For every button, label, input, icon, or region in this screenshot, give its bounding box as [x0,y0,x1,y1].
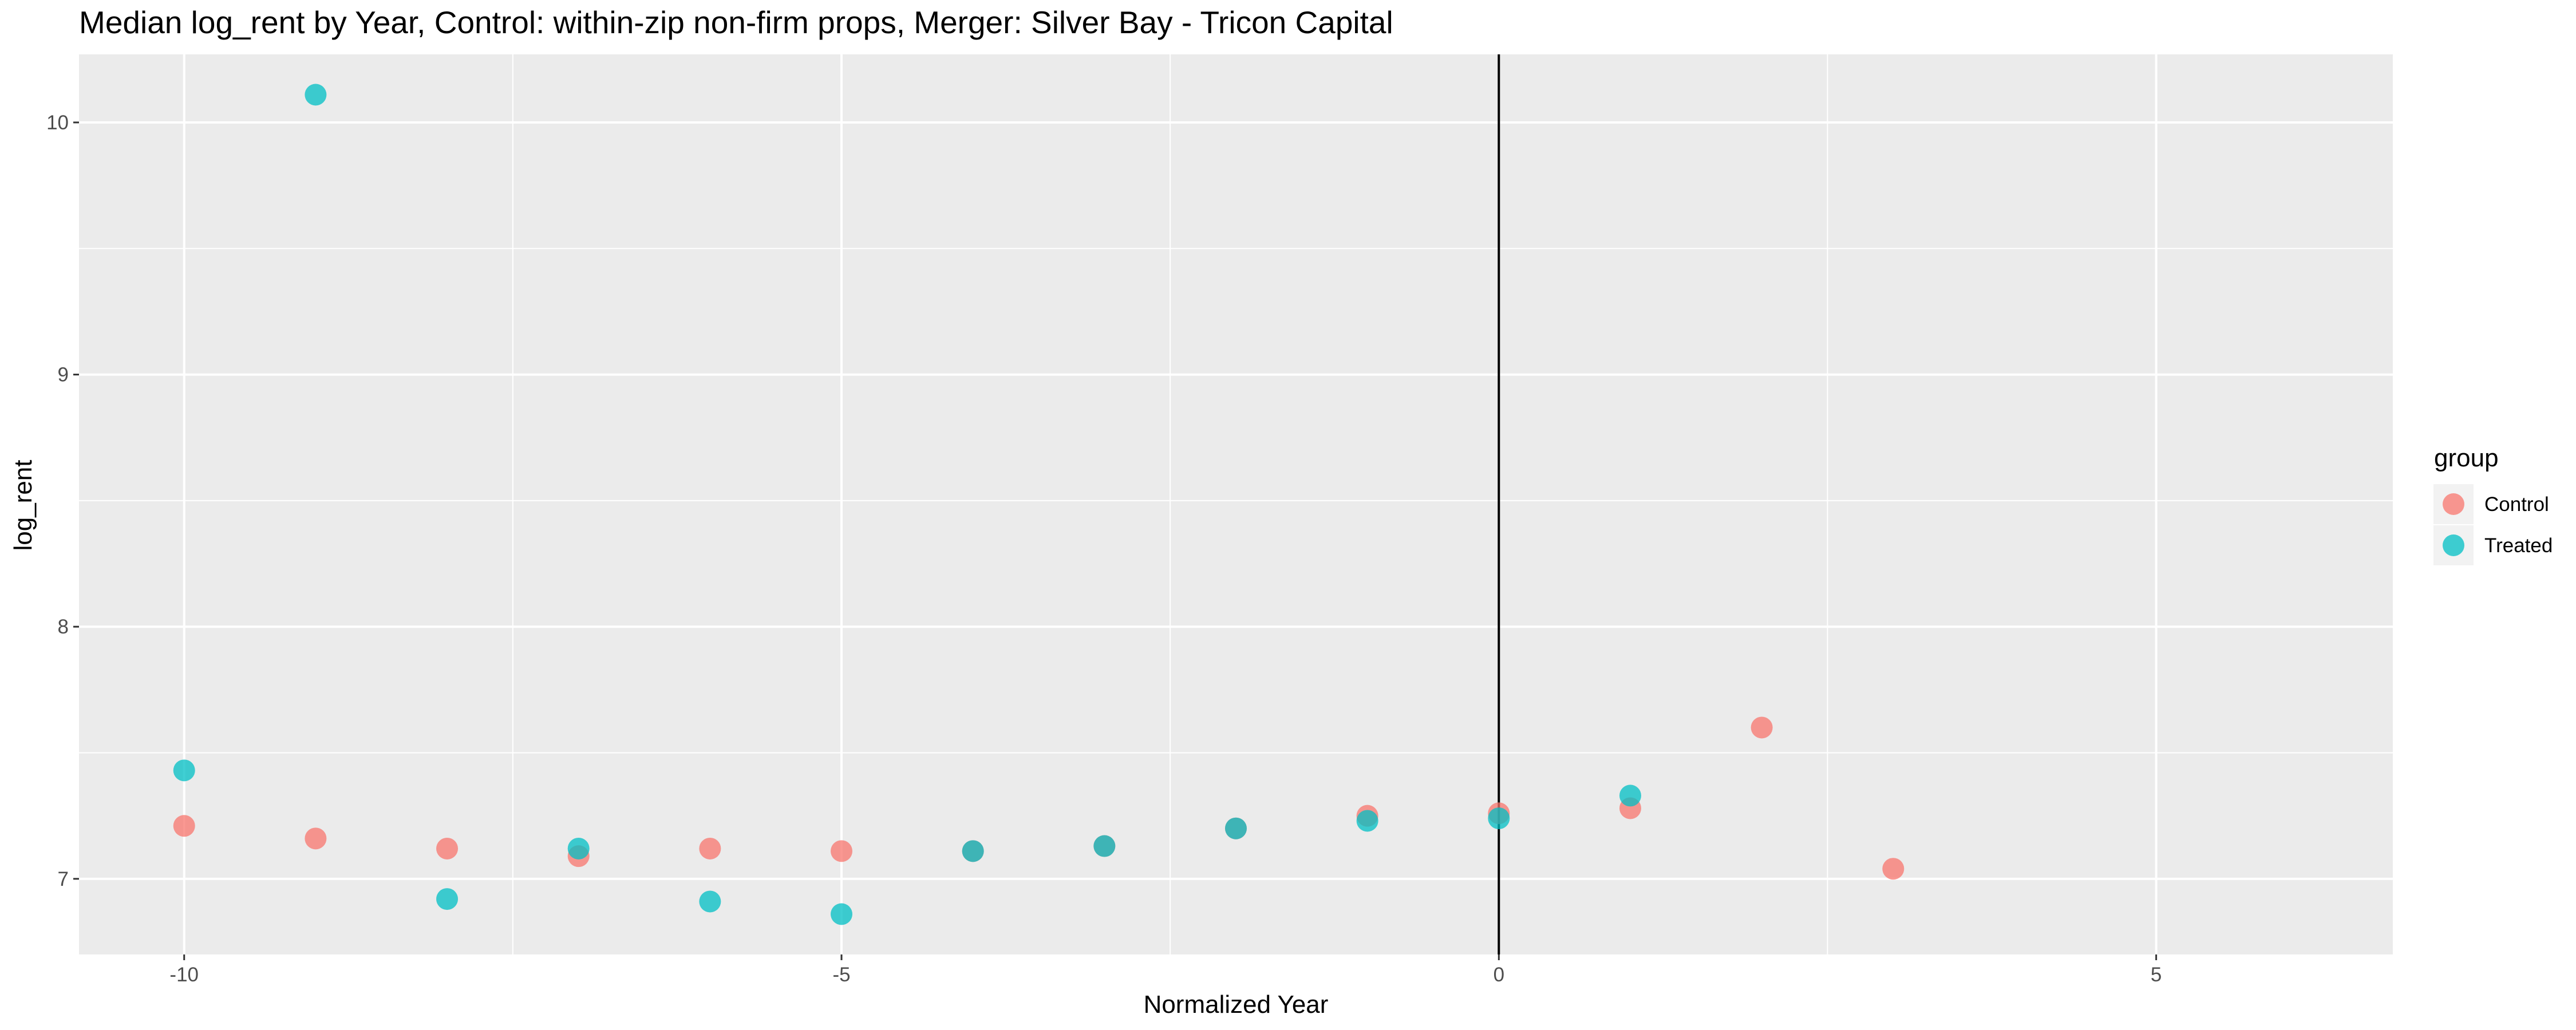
point-treated [1619,785,1641,807]
x-tick-label: 5 [2151,964,2162,986]
point-treated [173,759,195,782]
data-points [173,84,1905,925]
plot-panel [79,54,2393,954]
y-tick-label: 7 [58,868,69,890]
legend-title: group [2434,444,2499,472]
point-control [699,837,721,859]
chart-title: Median log_rent by Year, Control: within… [79,5,1393,40]
point-treated [1488,807,1510,830]
point-control [831,840,853,862]
point-control [173,815,195,837]
x-tick-label: -10 [169,964,199,986]
point-treated [831,903,853,925]
point-control [1751,716,1773,739]
point-treated [567,837,590,859]
grid-minor [79,54,2393,954]
y-tick-label: 9 [58,364,69,386]
point-control [1882,858,1905,880]
x-tick-label: 0 [1494,964,1504,986]
x-axis-ticks: -10 -5 0 5 [169,954,2162,986]
legend-label-control: Control [2484,493,2549,516]
point-treated [305,84,327,106]
point-treated [699,890,721,913]
y-tick-label: 10 [46,112,69,134]
legend-label-treated: Treated [2484,534,2553,557]
point-treated [962,840,984,862]
point-control [305,827,327,850]
legend-key-control [2443,493,2464,515]
point-treated [1356,810,1378,832]
point-control [436,837,459,859]
y-tick-label: 8 [58,616,69,638]
legend-key-treated [2443,534,2464,556]
point-treated [436,888,459,910]
y-axis-title: log_rent [9,459,37,550]
legend: group Control Treated [2433,444,2553,565]
point-treated [1093,835,1116,857]
legend-items: Control Treated [2433,484,2553,565]
x-axis-title: Normalized Year [1144,991,1329,1019]
point-treated [1225,817,1247,839]
x-tick-label: -5 [832,964,850,986]
y-axis-ticks: 7 8 9 10 [46,112,79,890]
